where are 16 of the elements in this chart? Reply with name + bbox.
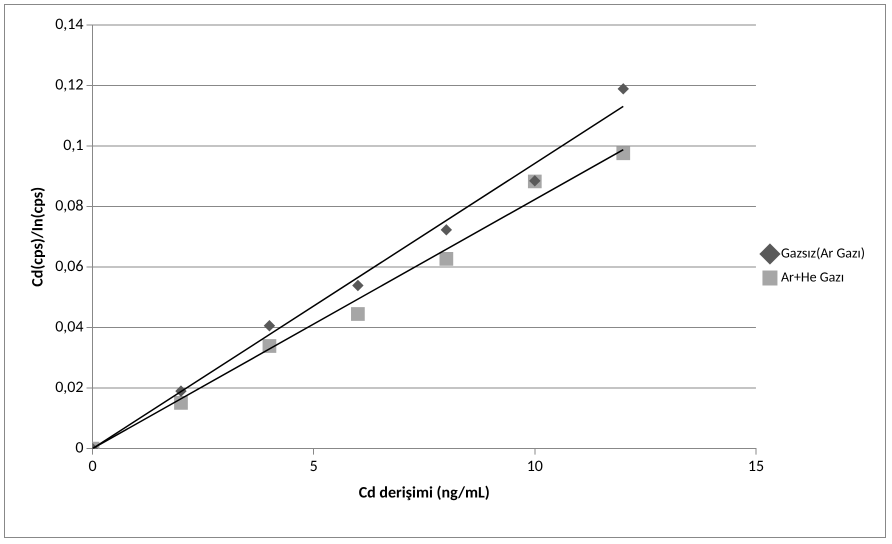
y-tick-label: 0,08 [55,196,84,216]
legend-label: Gazsız(Ar Gazı) [780,244,866,262]
y-tick-label: 0,12 [55,76,84,95]
y-tick-label: 0,06 [55,257,84,276]
x-axis-title: Cd derişimi (ng/mL) [358,483,490,502]
y-tick-label: 0,14 [55,15,84,34]
y-tick-label: 0 [75,438,84,458]
x-tick-label: 0 [88,457,97,476]
y-tick-label: 0,02 [55,378,84,398]
y-axis-title: Cd(cps)/In(cps) [28,186,48,287]
x-tick-label: 10 [526,457,543,476]
x-tick-label: 15 [748,457,764,476]
legend-label: Ar+He Gazı [780,268,844,286]
y-tick-label: 0,1 [63,136,84,156]
y-tick-label: 0,04 [55,318,84,337]
x-tick-label: 5 [310,457,318,476]
